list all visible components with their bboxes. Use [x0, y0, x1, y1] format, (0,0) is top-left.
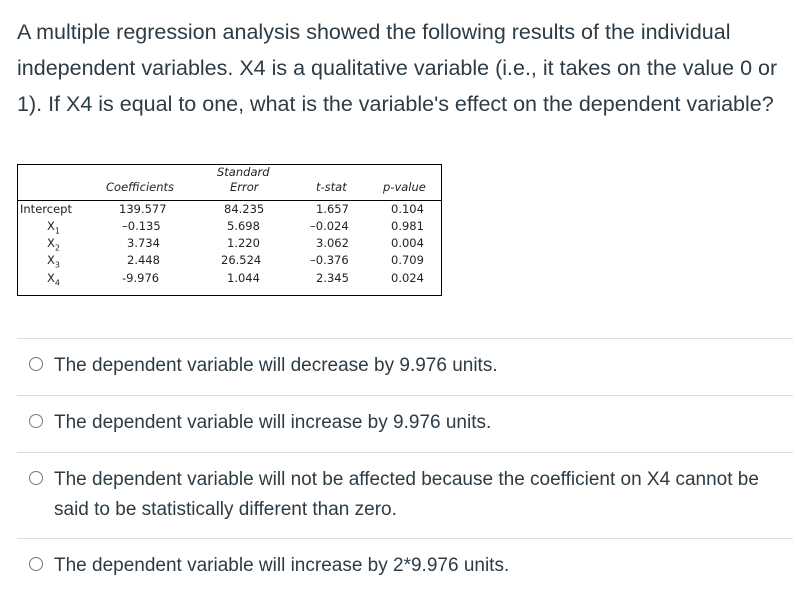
row-p: 0.004	[391, 236, 424, 250]
row-t: 3.062	[316, 236, 349, 250]
question-text: A multiple regression analysis showed th…	[17, 20, 778, 116]
answer-label[interactable]: The dependent variable will increase by …	[54, 555, 510, 576]
header-rule	[18, 200, 441, 201]
row-se: 84.235	[224, 202, 265, 216]
radio-button[interactable]	[29, 471, 43, 485]
header-standard: Standard	[217, 165, 270, 179]
row-label: X2	[47, 236, 60, 253]
radio-button[interactable]	[29, 557, 43, 571]
row-label: Intercept	[20, 202, 72, 216]
row-t: 1.657	[316, 202, 349, 216]
row-se: 1.220	[227, 236, 260, 250]
answer-label[interactable]: The dependent variable will decrease by …	[54, 355, 498, 376]
radio-button[interactable]	[29, 414, 43, 428]
row-coef: -9.976	[122, 271, 160, 285]
answer-option-2[interactable]: The dependent variable will increase by …	[17, 395, 793, 452]
row-label: X3	[47, 253, 60, 270]
header-coefficients: Coefficients	[106, 180, 175, 194]
header-error: Error	[230, 180, 259, 194]
row-p: 0.104	[391, 202, 424, 216]
header-t-stat: t-stat	[316, 180, 347, 194]
answer-options: The dependent variable will decrease by …	[17, 338, 793, 598]
row-se: 26.524	[221, 253, 262, 267]
answer-option-3[interactable]: The dependent variable will not be affec…	[17, 452, 793, 538]
row-p: 0.981	[391, 219, 424, 233]
answer-label[interactable]: The dependent variable will increase by …	[54, 412, 492, 433]
header-p-value: p-value	[383, 180, 426, 194]
row-t: –0.376	[310, 253, 349, 267]
row-label: X1	[47, 219, 60, 236]
row-coef: 3.734	[127, 236, 160, 250]
row-t: –0.024	[310, 219, 349, 233]
row-se: 1.044	[227, 271, 260, 285]
row-p: 0.024	[391, 271, 424, 285]
answer-option-4[interactable]: The dependent variable will increase by …	[17, 538, 793, 598]
row-coef: 139.577	[119, 202, 167, 216]
answer-label[interactable]: The dependent variable will not be affec…	[54, 469, 759, 520]
row-p: 0.709	[391, 253, 424, 267]
answer-option-1[interactable]: The dependent variable will decrease by …	[17, 338, 793, 395]
row-coef: 2.448	[127, 253, 160, 267]
row-coef: –0.135	[122, 219, 161, 233]
regression-results-table: Coefficients Standard Error t-stat p-val…	[17, 164, 442, 296]
radio-button[interactable]	[29, 357, 43, 371]
row-se: 5.698	[227, 219, 260, 233]
row-label: X4	[47, 271, 60, 288]
row-t: 2.345	[316, 271, 349, 285]
